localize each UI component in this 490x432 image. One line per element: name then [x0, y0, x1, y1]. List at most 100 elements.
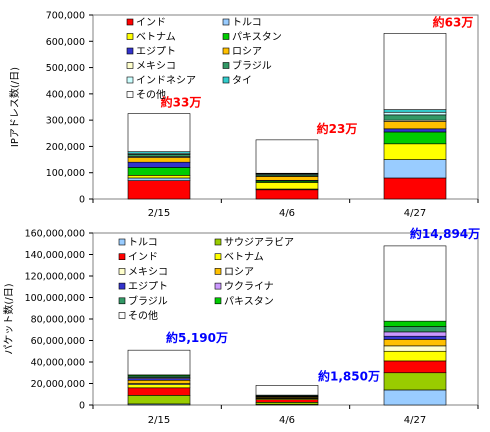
y-tick-label: 300,000 — [46, 116, 85, 127]
legend-swatch — [118, 238, 126, 246]
legend-label: ベトナム — [224, 251, 264, 263]
bar-segment — [255, 139, 319, 174]
bar-segment — [383, 350, 447, 362]
bar-segment — [127, 379, 191, 384]
bar-segment — [383, 372, 447, 391]
total-annotation: 約14,894万 — [410, 226, 480, 241]
legend-label: タイ — [232, 75, 252, 87]
y-tick-label: 80,000,000 — [31, 315, 85, 326]
bar-segment — [127, 157, 191, 163]
legend-label: ベトナム — [136, 31, 176, 43]
bar-segment — [383, 159, 447, 179]
bar-segment — [383, 389, 447, 406]
bar-segment — [127, 167, 191, 176]
bar-segment — [127, 384, 191, 389]
y-tick-label: 60,000,000 — [31, 336, 85, 347]
bar-segment — [383, 109, 447, 113]
bar-segment — [383, 177, 447, 200]
y-tick-label: 120,000,000 — [25, 272, 85, 283]
y-tick-label: 500,000 — [46, 63, 85, 74]
legend-swatch — [222, 33, 230, 40]
bar-segment — [255, 402, 319, 405]
bar-segment — [383, 143, 447, 160]
bar-segment — [383, 326, 447, 333]
bar-segment — [127, 113, 191, 152]
bar-segment — [127, 175, 191, 179]
bar-segment — [383, 339, 447, 347]
bar-segment — [383, 33, 447, 110]
legend-swatch — [214, 282, 222, 290]
bar-segment — [383, 121, 447, 130]
legend-label: エジプト — [128, 281, 168, 293]
legend-swatch — [222, 18, 230, 26]
legend-swatch — [222, 47, 230, 55]
y-tick-label: 100,000,000 — [25, 293, 85, 304]
legend-swatch — [126, 62, 134, 69]
bar-segment — [127, 177, 191, 181]
legend-label: トルコ — [232, 18, 262, 29]
y-tick-label: 600,000 — [46, 37, 85, 48]
x-tick-label: 4/27 — [404, 208, 426, 219]
y-tick-label: 200,000 — [46, 142, 85, 153]
y-tick-label: 40,000,000 — [31, 358, 85, 369]
bar-segment — [383, 131, 447, 145]
y-tick-label: 100,000 — [46, 168, 85, 179]
legend-label: インド — [136, 18, 166, 29]
bar-segment — [383, 345, 447, 352]
legend-swatch — [222, 62, 230, 69]
bar-segment — [255, 385, 319, 396]
bar-segment — [127, 161, 191, 168]
bar-segment — [383, 360, 447, 374]
bar-segment — [383, 111, 447, 116]
x-tick-label: 2/15 — [148, 415, 170, 426]
legend-label: ロシア — [224, 267, 254, 278]
y-axis-label: IPアドレス数(/日) — [8, 67, 21, 147]
x-tick-label: 4/6 — [279, 415, 295, 426]
legend-label: トルコ — [128, 238, 158, 249]
bar-segment — [127, 154, 191, 157]
total-annotation: 約5,190万 — [166, 330, 228, 345]
legend-label: パキスタン — [224, 295, 274, 307]
total-annotation: 約33万 — [161, 95, 202, 110]
y-tick-label: 20,000,000 — [31, 379, 85, 390]
legend-swatch — [118, 297, 126, 305]
bar-segment — [383, 320, 447, 327]
legend-swatch — [214, 253, 222, 260]
y-tick-label: 0 — [79, 195, 85, 206]
legend-label: インド — [128, 252, 158, 263]
legend-swatch — [222, 76, 230, 84]
y-tick-label: 400,000 — [46, 89, 85, 100]
x-tick-label: 4/6 — [279, 208, 295, 219]
legend-label: ブラジル — [232, 59, 272, 72]
legend-swatch — [214, 268, 222, 275]
legend-swatch — [126, 47, 134, 55]
bar-segment — [127, 387, 191, 396]
legend-swatch — [126, 91, 134, 98]
legend-label: エジプト — [136, 46, 176, 58]
bar-segment — [255, 399, 319, 403]
bar-segment — [383, 331, 447, 337]
bar-segment — [255, 189, 319, 200]
legend-swatch — [118, 268, 126, 275]
y-tick-label: 160,000,000 — [25, 229, 85, 240]
legend-swatch — [118, 312, 126, 319]
legend-swatch — [214, 238, 222, 246]
total-annotation: 約1,850万 — [318, 368, 380, 383]
legend-label: ロシア — [232, 47, 262, 58]
y-tick-label: 140,000,000 — [25, 250, 85, 261]
legend-swatch — [126, 76, 134, 84]
legend-label: サウジアラビア — [224, 237, 294, 249]
chart-panel-2: 0 20,000,000 40,000,000 60,000,000 80,000,00… — [2, 226, 480, 426]
bar-segment — [383, 245, 447, 322]
legend-swatch — [118, 253, 126, 260]
legend-swatch — [214, 297, 222, 305]
chart-panel-1: 0 100,000 200,000 300,000 400,000 500,000 600,… — [8, 11, 479, 219]
bar-segment — [383, 335, 447, 340]
total-annotation: 約63万 — [433, 14, 474, 29]
legend-swatch — [118, 282, 126, 290]
y-axis-label: パケット数(/日) — [2, 283, 15, 354]
bar-segment — [383, 128, 447, 133]
legend-label: メキシコ — [136, 61, 176, 72]
